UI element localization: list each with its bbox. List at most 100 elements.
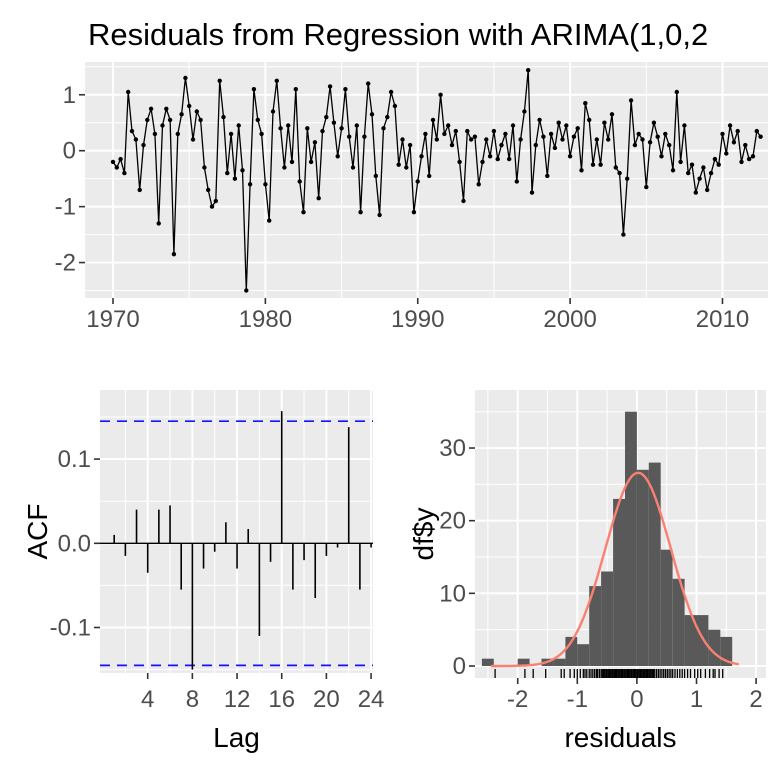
residual-series-point [541, 134, 546, 139]
histogram-bar [636, 469, 649, 666]
residual-series-point [331, 120, 337, 125]
residual-series-point [202, 165, 207, 170]
residual-series-point [670, 168, 676, 173]
residual-series-point [434, 137, 439, 142]
residual-series-point [358, 210, 363, 215]
residual-series-point [198, 117, 203, 123]
residual-series-point [640, 137, 645, 142]
residual-series-point [590, 162, 596, 167]
residual-series-point [743, 142, 748, 148]
residual-series-point [297, 179, 302, 184]
residual-series-point [278, 126, 283, 131]
residual-series-point [343, 87, 348, 92]
y-axis-tick-label: 10 [439, 580, 466, 607]
residual-series-point [247, 182, 253, 187]
residual-series-point [735, 128, 740, 134]
residual-series-point [267, 218, 272, 223]
residual-series-point [705, 187, 710, 193]
residual-series-point [476, 182, 481, 187]
residual-series-point [621, 232, 626, 237]
x-axis-tick-label: 4 [141, 686, 154, 713]
residual-series-point [129, 128, 135, 134]
residual-series-point [594, 137, 599, 142]
residual-series-point [567, 154, 573, 159]
residual-series-point [286, 123, 291, 128]
residual-series-point [697, 176, 702, 181]
y-axis-tick-label: 20 [439, 508, 466, 535]
x-axis-tick-label: 12 [224, 686, 251, 713]
residual-series-point [716, 162, 721, 167]
residual-series-point [122, 170, 127, 176]
residual-series-point [396, 162, 401, 167]
histogram-bar [696, 615, 709, 666]
histogram-bar [565, 636, 578, 666]
residual-series-point [141, 142, 146, 148]
histogram-bar [577, 644, 590, 666]
residual-series-point [255, 117, 260, 123]
x-axis-tick-label: 20 [313, 686, 340, 713]
residual-series-point [251, 87, 257, 92]
residual-series-point [659, 154, 664, 159]
plot-title: Residuals from Regression with ARIMA(1,0… [88, 17, 708, 52]
residual-series-point [533, 142, 538, 148]
residual-series-point [419, 154, 424, 159]
residual-series-point [327, 84, 333, 89]
y-axis-tick-label: 1 [63, 82, 76, 109]
residual-series-point [529, 190, 535, 195]
x-axis-tick-label: 2010 [696, 306, 749, 333]
residual-series-point [244, 288, 249, 293]
residual-series-point [537, 117, 542, 123]
residual-series-point [526, 68, 531, 73]
y-axis-tick-label: -2 [55, 250, 76, 277]
histogram-bar [625, 411, 637, 666]
residual-series-point [369, 112, 375, 117]
x-axis-tick-label: -1 [567, 686, 588, 713]
residual-series-point [270, 109, 276, 114]
x-axis-tick-label: 0 [630, 686, 643, 713]
residual-series-point [651, 120, 657, 125]
residual-series-point [575, 126, 580, 131]
residual-series-point [305, 126, 310, 131]
histogram-bar [589, 586, 602, 666]
residual-series-point [118, 156, 123, 162]
residual-series-point [263, 182, 268, 187]
residual-series-point [190, 137, 196, 142]
residual-series-point [613, 165, 618, 170]
residual-series-point [647, 140, 653, 145]
residual-series-point [385, 114, 390, 120]
residual-series-point [430, 117, 436, 123]
residual-series-point [221, 114, 226, 120]
panel-background [85, 62, 768, 298]
residual-series-point [187, 103, 192, 109]
residual-series-point [236, 123, 241, 128]
residual-series-point [663, 131, 668, 137]
residual-series-point [160, 123, 165, 128]
residual-series-point [720, 131, 725, 137]
residual-series-point [453, 128, 458, 134]
residual-series-point [644, 184, 649, 190]
residual-series-point [560, 137, 565, 142]
residual-series-point [232, 176, 238, 181]
residual-series-point [167, 117, 173, 123]
residual-series-point [316, 196, 321, 201]
residual-series-point [724, 151, 729, 156]
residual-series-point [465, 128, 470, 134]
histogram-bar [553, 658, 566, 666]
residual-series-point [636, 131, 641, 137]
histogram-bar [648, 462, 661, 666]
residual-series-point [308, 159, 314, 165]
residual-series-point [667, 142, 672, 148]
residual-series-point [183, 75, 188, 81]
histogram-bar [601, 571, 613, 666]
residual-series-point [739, 159, 744, 165]
histogram-bar [720, 636, 733, 666]
residual-series-point [674, 89, 679, 95]
residual-series-point [400, 137, 405, 142]
residual-series-point [114, 165, 120, 170]
residual-series-point [407, 142, 413, 148]
residual-series-point [712, 156, 718, 162]
residual-series-point [194, 109, 199, 114]
residual-series-point [480, 159, 485, 165]
residual-series-point [708, 170, 714, 176]
residual-series-point [468, 137, 474, 142]
